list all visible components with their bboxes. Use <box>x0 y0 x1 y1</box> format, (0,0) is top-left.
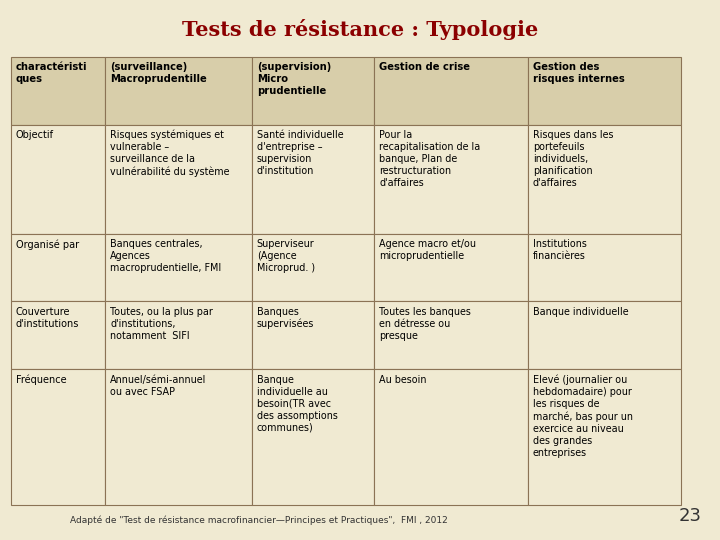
Bar <box>252 301 374 369</box>
Bar <box>528 369 681 505</box>
Text: (supervision)
Micro
prudentielle: (supervision) Micro prudentielle <box>257 62 331 96</box>
Bar <box>528 125 681 234</box>
Text: Adapté de "Test de résistance macrofinancier—Principes et Practiques",  FMI , 20: Adapté de "Test de résistance macrofinan… <box>71 515 448 525</box>
Text: Risques systémiques et
vulnerable –
surveillance de la
vulnérabilité du système: Risques systémiques et vulnerable – surv… <box>110 130 230 177</box>
Text: Toutes, ou la plus par
d'institutions,
notamment  SIFI: Toutes, ou la plus par d'institutions, n… <box>110 307 213 341</box>
Text: Au besoin: Au besoin <box>379 375 426 384</box>
Text: Institutions
financières: Institutions financières <box>533 239 587 261</box>
Text: Couverture
d'institutions: Couverture d'institutions <box>16 307 79 329</box>
Text: Gestion de crise: Gestion de crise <box>379 62 470 72</box>
Bar <box>11 57 105 125</box>
Bar <box>528 301 681 369</box>
Bar <box>11 234 105 301</box>
Text: Elevé (journalier ou
hebdomadaire) pour
les risques de
marché, bas pour un
exerc: Elevé (journalier ou hebdomadaire) pour … <box>533 375 633 458</box>
Text: Santé individuelle
d'entreprise –
supervision
d'institution: Santé individuelle d'entreprise – superv… <box>257 130 343 176</box>
Bar <box>105 234 252 301</box>
Text: Risques dans les
portefeuils
individuels,
planification
d'affaires: Risques dans les portefeuils individuels… <box>533 130 613 188</box>
Text: Banques
supervisées: Banques supervisées <box>257 307 314 329</box>
Text: Tests de résistance : Typologie: Tests de résistance : Typologie <box>182 19 538 40</box>
Text: Agence macro et/ou
microprudentielle: Agence macro et/ou microprudentielle <box>379 239 476 261</box>
Text: Fréquence: Fréquence <box>16 375 66 385</box>
Bar <box>105 369 252 505</box>
Text: Organisé par: Organisé par <box>16 239 79 249</box>
Text: Banque
individuelle au
besoin(TR avec
des assomptions
communes): Banque individuelle au besoin(TR avec de… <box>257 375 338 433</box>
Text: charactéristi
ques: charactéristi ques <box>16 62 87 84</box>
Text: (surveillance)
Macroprudentille: (surveillance) Macroprudentille <box>110 62 207 84</box>
Bar <box>11 301 105 369</box>
Bar <box>374 234 528 301</box>
Bar <box>105 125 252 234</box>
Text: Pour la
recapitalisation de la
banque, Plan de
restructuration
d'affaires: Pour la recapitalisation de la banque, P… <box>379 130 480 188</box>
Bar <box>528 57 681 125</box>
Text: Banques centrales,
Agences
macroprudentielle, FMI: Banques centrales, Agences macroprudenti… <box>110 239 221 273</box>
Text: Annuel/sémi-annuel
ou avec FSAP: Annuel/sémi-annuel ou avec FSAP <box>110 375 207 397</box>
Bar <box>374 57 528 125</box>
Text: Superviseur
(Agence
Microprud. ): Superviseur (Agence Microprud. ) <box>257 239 315 273</box>
Bar <box>374 125 528 234</box>
Text: 23: 23 <box>679 507 702 525</box>
Bar <box>252 234 374 301</box>
Text: Objectif: Objectif <box>16 130 54 140</box>
Bar <box>11 369 105 505</box>
Bar <box>252 57 374 125</box>
Bar <box>374 301 528 369</box>
Text: Toutes les banques
en détresse ou
presque: Toutes les banques en détresse ou presqu… <box>379 307 471 341</box>
Bar <box>11 125 105 234</box>
Bar <box>252 125 374 234</box>
Bar <box>528 234 681 301</box>
Bar <box>105 57 252 125</box>
Bar <box>105 301 252 369</box>
Text: Banque individuelle: Banque individuelle <box>533 307 629 317</box>
Text: Gestion des
risques internes: Gestion des risques internes <box>533 62 624 84</box>
Bar <box>374 369 528 505</box>
Bar <box>252 369 374 505</box>
